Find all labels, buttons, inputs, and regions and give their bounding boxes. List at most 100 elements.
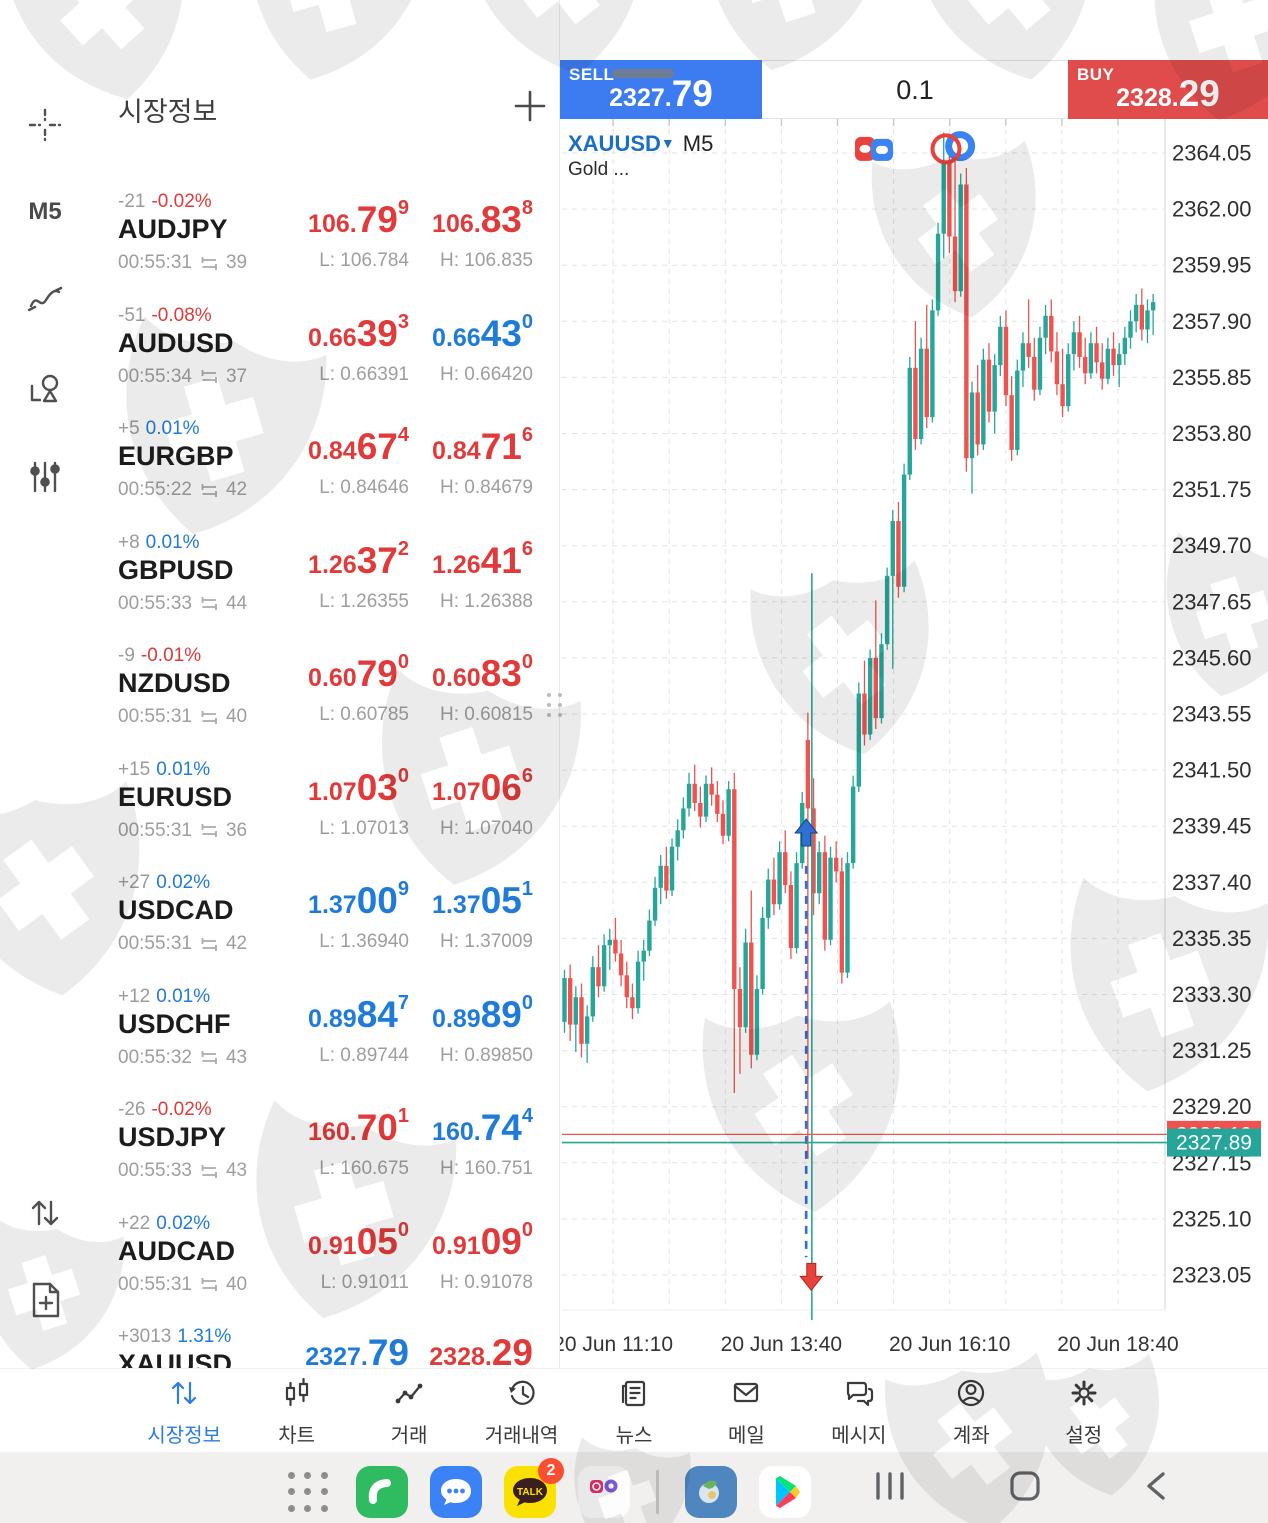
svg-text:2337.40: 2337.40 [1172,870,1252,895]
nav-tab-label: 계좌 [952,1424,990,1447]
quote-time: 00:55:31 42 [118,933,248,954]
quote-time: 00:55:33 44 [118,592,248,614]
settings-icon [1066,1375,1102,1416]
chart-header[interactable]: XAUUSD▼ M5 Gold ... [568,130,713,181]
symbol-row-xauusd[interactable]: +3013 1.31% XAUUSD 2327.79 2328.29 [90,1320,559,1434]
symbol-info: -51 -0.08% AUDUSD 00:55:34 37 [118,305,247,388]
symbol-row-eurusd[interactable]: +15 0.01% EURUSD 00:55:31 36 1.07030 L: 1.0701… [90,753,559,867]
chart-symbol[interactable]: XAUUSD [568,131,661,156]
new-order-icon[interactable] [23,1278,67,1322]
nav-tab-news[interactable]: 뉴스 [578,1373,690,1449]
buy-price: 2328.29 [1116,73,1220,114]
svg-text:2339.45: 2339.45 [1172,814,1252,839]
svg-text:2333.30: 2333.30 [1172,982,1252,1007]
svg-text:2327.89: 2327.89 [1176,1132,1252,1155]
spread-value: 39 [225,252,248,273]
spread-value: 43 [225,1046,248,1068]
change-points: +3013 [118,1326,172,1347]
bid-block: 0.84674 L: 0.84646 [229,424,409,499]
symbol-info: +8 0.01% GBPUSD 00:55:33 44 [118,532,247,615]
sort-icon[interactable] [23,1191,67,1235]
symbol-row-audjpy[interactable]: -21 -0.02% AUDJPY 00:55:31 39 106.799 L: 106.7… [90,185,559,299]
one-click-trading-bar: SELL 2327.79 0.1 BUY 2328.29 [560,60,1268,119]
quote-time: 00:55:33 43 [118,1160,248,1181]
symbol-name: EURUSD [118,781,233,812]
svg-text:2325.10: 2325.10 [1172,1206,1252,1231]
spread-value: 44 [225,592,248,614]
symbol-row-audcad[interactable]: +22 0.02% AUDCAD 00:55:31 40 0.91050 L: 0.9101… [90,1207,559,1321]
svg-text:2362.00: 2362.00 [1172,197,1252,222]
nav-tab-history[interactable]: 거래내역 [465,1373,577,1449]
symbol-row-gbpusd[interactable]: +8 0.01% GBPUSD 00:55:33 44 1.26372 L: 1.26355… [90,526,559,640]
symbol-info: +27 0.02% USDCAD 00:55:31 42 [118,872,247,955]
game-app-icon[interactable] [685,1466,737,1518]
change-points: -9 [118,645,135,666]
symbol-row-usdchf[interactable]: +12 0.01% USDCHF 00:55:32 43 0.89847 L: 0.8974… [90,980,559,1094]
svg-text:2353.80: 2353.80 [1172,421,1252,446]
symbol-name: USDJPY [118,1122,227,1152]
day-high: H: 1.07040 [440,817,533,839]
app-drawer-button[interactable] [288,1472,328,1512]
quotes-icon [166,1375,202,1416]
volume-selector[interactable]: 0.1 [762,60,1068,119]
nav-tab-label: 메일 [728,1424,765,1447]
play-store-app-icon[interactable] [759,1466,811,1518]
nav-tab-messages[interactable]: 메시지 [803,1373,915,1449]
svg-text:20 Jun 18:40: 20 Jun 18:40 [1057,1333,1178,1356]
panel-resize-handle[interactable] [543,690,565,720]
change-percent: 0.01% [156,985,211,1007]
history-icon [504,1375,540,1416]
bid-block: 2327.79 [305,1332,409,1373]
symbol-row-nzdusd[interactable]: -9 -0.01% NZDUSD 00:55:31 40 0.60790 L: 0.6078… [90,639,559,753]
messages-app-icon[interactable] [430,1466,482,1518]
nav-tab-mail[interactable]: 메일 [690,1373,802,1449]
change-points: +22 [118,1212,151,1234]
crosshair-icon[interactable] [23,103,67,147]
sell-button[interactable]: SELL 2327.79 [560,60,762,119]
nav-tab-chart[interactable]: 차트 [240,1373,352,1449]
home-button[interactable] [1005,1466,1045,1511]
messages-icon [841,1375,877,1416]
symbol-row-audusd[interactable]: -51 -0.08% AUDUSD 00:55:34 37 0.66393 L: 0.663… [90,299,559,413]
ask-block: 106.838 H: 106.835 [415,197,533,272]
android-taskbar: TALK 2 [0,1452,1268,1523]
buy-button[interactable]: BUY 2328.29 [1068,60,1268,119]
recents-button[interactable] [872,1466,908,1511]
symbol-row-usdcad[interactable]: +27 0.02% USDCAD 00:55:31 42 1.37009 L: 1.3694… [90,866,559,980]
symbol-name: AUDJPY [118,214,228,244]
nav-tab-quotes[interactable]: 시장정보 [128,1373,240,1449]
back-button[interactable] [1138,1466,1174,1511]
day-high: H: 0.60815 [440,704,533,725]
svg-text:2364.05: 2364.05 [1172,141,1252,166]
nav-tab-settings[interactable]: 설정 [1028,1373,1140,1449]
svg-text:20 Jun 13:40: 20 Jun 13:40 [721,1333,842,1356]
indicators-icon[interactable] [23,277,67,321]
day-low: L: 0.84646 [319,477,409,498]
volume-value: 0.1 [896,75,934,105]
change-percent: -0.02% [151,191,212,212]
phone-app-icon[interactable] [356,1466,408,1518]
kakaotalk-app-icon[interactable]: TALK 2 [504,1458,564,1518]
add-symbol-button[interactable] [508,84,552,128]
change-percent: 0.01% [145,418,200,439]
system-navigation [0,1452,1268,1523]
quote-time: 00:55:31 40 [118,1273,248,1295]
symbol-info: +5 0.01% EURGBP 00:55:22 42 [118,418,247,501]
svg-text:TALK: TALK [517,1487,544,1498]
timeframe-button[interactable]: M5 [23,190,67,234]
change-percent: -0.01% [140,645,202,666]
nav-tab-accounts[interactable]: 계좌 [915,1373,1027,1449]
buy-button-edge [1263,60,1268,119]
bid-block: 0.60790 L: 0.60785 [229,651,409,726]
nav-tab-label: 메시지 [831,1424,887,1447]
objects-icon[interactable] [23,368,67,412]
nav-tab-trade[interactable]: 거래 [353,1373,465,1449]
chart-settings-icon[interactable] [23,455,67,499]
change-percent: -0.02% [151,1099,212,1120]
symbol-row-eurgbp[interactable]: +5 0.01% EURGBP 00:55:22 42 0.84674 L: 0.84646… [90,412,559,526]
change-percent: 0.01% [145,531,200,553]
symbol-row-usdjpy[interactable]: -26 -0.02% USDJPY 00:55:33 43 160.701 L: 160.6… [90,1093,559,1207]
change-percent: 0.02% [156,872,211,893]
symbol-name: USDCHF [118,1008,231,1039]
market-watch-header: 시장정보 [90,82,559,142]
